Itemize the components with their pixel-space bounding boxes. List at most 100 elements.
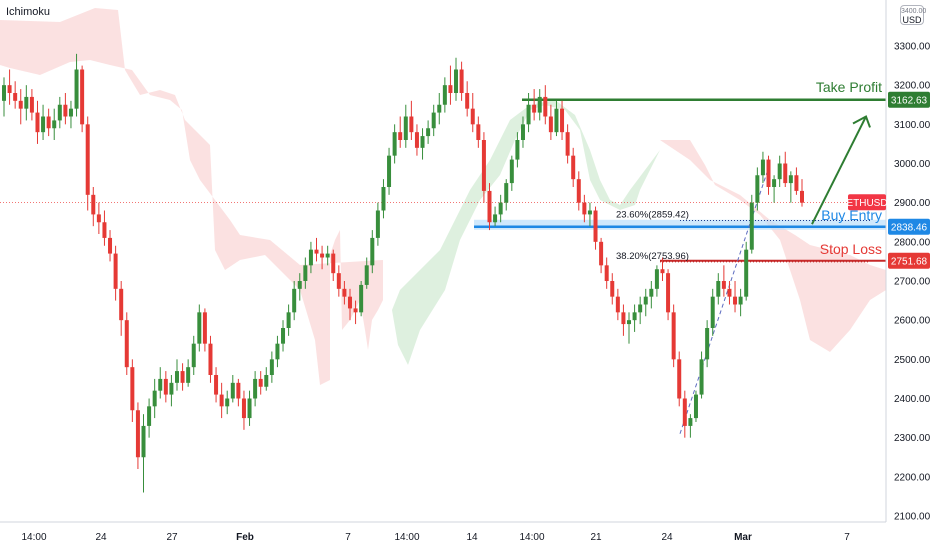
candle-body [649, 288, 654, 297]
candle-body [359, 284, 364, 313]
candle-body [593, 210, 598, 242]
candle-body [772, 179, 777, 187]
candle-body [342, 288, 347, 297]
candle-body [537, 96, 542, 113]
candle-body [749, 202, 754, 250]
candle-body [119, 288, 124, 321]
indicator-label[interactable]: Ichimoku [6, 6, 51, 18]
bearish-cloud-area [660, 140, 886, 352]
candle-body [744, 249, 749, 297]
buy-entry-label: Buy Entry [821, 207, 882, 223]
y-tick-label: 2200.00 [894, 472, 931, 483]
candle-body [331, 253, 336, 274]
candle-body [258, 378, 263, 387]
stop-loss-label: Stop Loss [820, 241, 882, 257]
candle-body [314, 249, 319, 254]
y-tick-label: 2900.00 [894, 198, 931, 209]
candle-body [565, 132, 570, 156]
candle-body [526, 104, 531, 125]
ichimoku-cloud [0, 8, 886, 385]
candle-body [147, 406, 152, 426]
symbol-tag-text: ETHUSD [846, 198, 887, 209]
currency-badge[interactable]: 3400.00 USD [900, 5, 927, 25]
candle-body [158, 378, 163, 391]
candle-body [738, 296, 743, 305]
candle-body [96, 214, 101, 223]
candle-body [431, 112, 436, 129]
projection-arrowhead [852, 115, 871, 128]
candle-body [721, 281, 726, 289]
candle-body [392, 132, 397, 156]
candle-body [414, 132, 419, 148]
candle-body [688, 418, 693, 426]
candle-body [197, 312, 202, 344]
candle-body [364, 265, 369, 285]
candle-body [7, 85, 12, 93]
candle-body [387, 155, 392, 187]
candle-body [481, 140, 486, 191]
candle-body [442, 85, 447, 105]
candle-body [325, 253, 330, 258]
candle-body [420, 136, 425, 148]
candle-body [760, 159, 765, 176]
symbol-tag [848, 194, 886, 211]
candle-body [548, 116, 553, 133]
candle-body [632, 312, 637, 321]
candle-body [682, 398, 687, 426]
y-tick-label: 3300.00 [894, 42, 931, 53]
x-tick-label: 27 [166, 532, 178, 543]
candle-body [202, 312, 207, 344]
annotations: Take Profit Buy Entry Stop Loss 23.60%(2… [616, 79, 882, 262]
candle-body [643, 296, 648, 305]
y-tick-label: 2500.00 [894, 355, 931, 366]
y-tick-label: 2400.00 [894, 394, 931, 405]
candle-body [74, 69, 79, 109]
x-tick-label: 21 [590, 532, 602, 543]
x-tick-label: 14:00 [21, 532, 46, 543]
candle-body [576, 179, 581, 203]
candle-body [236, 382, 241, 399]
candle-body [638, 304, 643, 313]
currency-top-value: 3400.00 [901, 8, 927, 15]
candle-body [800, 190, 804, 203]
candle-body [755, 175, 760, 203]
candle-body [699, 359, 704, 395]
candle-body [80, 69, 85, 125]
candle-body [46, 116, 51, 129]
candle-body [230, 382, 235, 399]
take-profit-price-tag [888, 91, 930, 108]
candle-body [297, 281, 302, 289]
candle-body [35, 112, 40, 133]
buy-entry-price-text: 2838.46 [891, 222, 928, 233]
candle-body [615, 296, 620, 313]
candle-body [57, 104, 62, 121]
candle-body [532, 104, 537, 113]
candle-body [777, 163, 782, 180]
x-tick-label: 14:00 [394, 532, 419, 543]
candle-body [163, 378, 168, 395]
candle-body [108, 237, 113, 254]
candle-body [582, 202, 587, 215]
candle-body [621, 312, 626, 325]
x-tick-label: 7 [844, 532, 850, 543]
candle-body [13, 93, 18, 101]
y-tick-label: 2600.00 [894, 316, 931, 327]
candle-body [426, 128, 431, 137]
candle-body [710, 296, 715, 328]
candle-body [599, 241, 604, 266]
candle-body [543, 96, 548, 117]
candle-body [610, 281, 615, 297]
candle-body [174, 371, 179, 383]
trade-levels [0, 98, 886, 434]
x-tick-label: 14 [466, 532, 478, 543]
candle-body [2, 85, 6, 101]
candle-body [275, 343, 280, 360]
candle-body [788, 175, 793, 184]
candle-body [794, 175, 799, 191]
candle-body [124, 320, 129, 368]
y-tick-label: 3200.00 [894, 81, 931, 92]
candle-body [186, 367, 191, 383]
x-tick-label: 14:00 [519, 532, 544, 543]
candle-body [465, 93, 470, 109]
